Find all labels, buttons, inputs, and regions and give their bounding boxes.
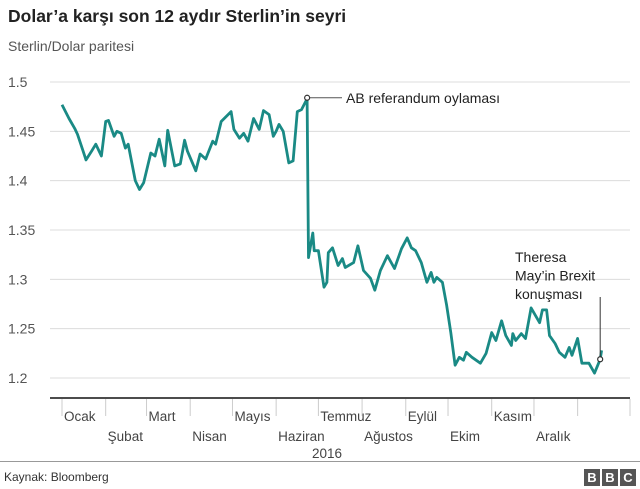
bbc-logo: B B C	[584, 469, 636, 486]
bbc-logo-letter: B	[584, 469, 600, 486]
y-tick-label: 1.5	[8, 74, 28, 90]
chart-title: Dolar’a karşı son 12 aydır Sterlin’in se…	[8, 6, 347, 26]
x-tick-label: Kasım	[494, 409, 532, 424]
x-tick-label: Mart	[149, 409, 176, 424]
y-tick-label: 1.2	[8, 370, 28, 386]
x-tick-label: Eylül	[408, 409, 437, 424]
annotation-label: konuşması	[515, 286, 583, 302]
x-tick-label: Şubat	[108, 429, 144, 444]
x-tick-label: Ocak	[64, 409, 96, 424]
series-line	[60, 97, 603, 375]
y-tick-label: 1.3	[8, 271, 28, 287]
annotation-label: AB referandum oylaması	[346, 90, 500, 106]
footer-divider	[0, 461, 640, 462]
x-tick-label: Nisan	[192, 429, 227, 444]
x-axis-year-label: 2016	[312, 446, 342, 461]
chart-subtitle: Sterlin/Dolar paritesi	[8, 38, 135, 54]
y-tick-label: 1.4	[8, 173, 28, 189]
y-tick-label: 1.25	[8, 321, 35, 337]
bbc-logo-letter: C	[620, 469, 636, 486]
y-tick-label: 1.45	[8, 123, 35, 139]
annotation-label: Theresa	[515, 249, 567, 265]
line-chart: 1.5 1.45 1.4 1.35 1.3 1.25 1.2 Ocak Şubat Mart Ni…	[8, 74, 631, 461]
annotation-marker	[597, 356, 604, 363]
x-tick-label: Mayıs	[234, 409, 270, 424]
x-tick-label: Aralık	[536, 429, 571, 444]
annotation-marker	[304, 94, 311, 101]
y-tick-label: 1.35	[8, 222, 35, 238]
source-note: Kaynak: Bloomberg	[4, 470, 109, 484]
x-tick-label: Temmuz	[320, 409, 371, 424]
x-tick-label: Haziran	[278, 429, 325, 444]
annotation-label: May’in Brexit	[515, 268, 595, 284]
bbc-logo-letter: B	[602, 469, 618, 486]
x-tick-label: Ekim	[450, 429, 480, 444]
x-tick-label: Ağustos	[364, 429, 413, 444]
